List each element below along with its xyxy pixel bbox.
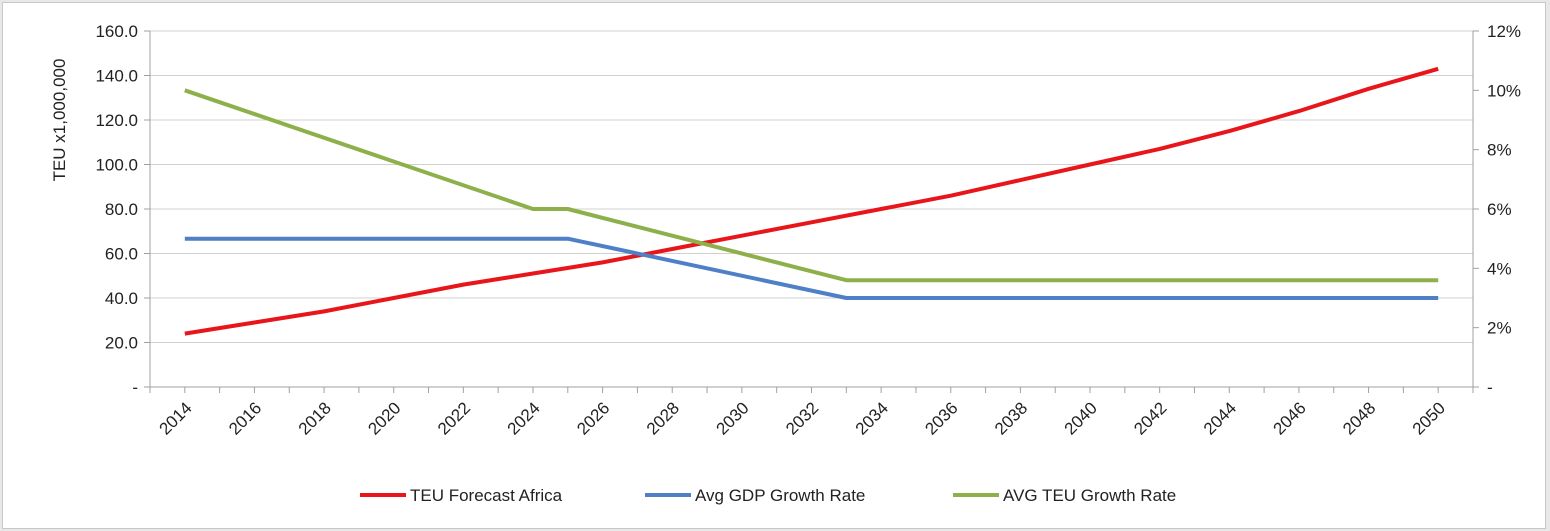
legend-label: TEU Forecast Africa bbox=[410, 486, 563, 505]
y-tick-label: 140.0 bbox=[95, 67, 138, 86]
y-tick-label: 80.0 bbox=[105, 200, 138, 219]
x-tick-label: 2050 bbox=[1409, 398, 1449, 438]
x-tick-label: 2038 bbox=[991, 398, 1031, 438]
series-line bbox=[184, 236, 1439, 300]
y2-tick-label: 10% bbox=[1487, 81, 1521, 100]
series-line bbox=[184, 66, 1439, 336]
y-tick-label: 60.0 bbox=[105, 245, 138, 264]
x-tick-label: 2030 bbox=[713, 398, 753, 438]
y-tick-label: 160.0 bbox=[95, 22, 138, 41]
x-tick-label: 2044 bbox=[1200, 398, 1240, 438]
legend: TEU Forecast Africa Avg GDP Growth Rate AV… bbox=[360, 486, 1176, 505]
x-tick-label: 2034 bbox=[852, 398, 892, 438]
x-tick-label: 2042 bbox=[1130, 398, 1170, 438]
x-tick-label: 2016 bbox=[225, 398, 265, 438]
y2-tick-label: 4% bbox=[1487, 259, 1512, 278]
y-tick-label: 120.0 bbox=[95, 111, 138, 130]
y-axis-label: TEU x1,000,000 bbox=[50, 59, 69, 182]
x-tick-label: 2014 bbox=[155, 398, 195, 438]
legend-label: AVG TEU Growth Rate bbox=[1003, 486, 1176, 505]
x-tick-label: 2036 bbox=[921, 398, 961, 438]
x-tick-label: 2048 bbox=[1339, 398, 1379, 438]
series-lines bbox=[184, 66, 1439, 336]
y2-tick-label: 2% bbox=[1487, 319, 1512, 338]
x-tick-label: 2018 bbox=[295, 398, 335, 438]
x-tick-label: 2046 bbox=[1270, 398, 1310, 438]
tick-labels: - 20.0 40.0 60.0 80.0 100.0 120.0 140.0 160.0 - 2%… bbox=[95, 22, 1521, 439]
x-tick-label: 2024 bbox=[504, 398, 544, 438]
y2-tick-label: 8% bbox=[1487, 141, 1512, 160]
y-tick-label: 40.0 bbox=[105, 289, 138, 308]
y-tick-label: 100.0 bbox=[95, 156, 138, 175]
x-tick-label: 2028 bbox=[643, 398, 683, 438]
y2-tick-label: - bbox=[1487, 378, 1493, 397]
y-tick-label: 20.0 bbox=[105, 334, 138, 353]
x-tick-label: 2040 bbox=[1061, 398, 1101, 438]
x-tick-label: 2022 bbox=[434, 398, 474, 438]
x-tick-label: 2020 bbox=[364, 398, 404, 438]
axes bbox=[144, 30, 1479, 393]
y2-tick-label: 6% bbox=[1487, 200, 1512, 219]
gridlines bbox=[150, 30, 1473, 388]
x-tick-label: 2026 bbox=[573, 398, 613, 438]
y-tick-label: - bbox=[132, 378, 138, 397]
series-line bbox=[184, 88, 1439, 283]
x-tick-label: 2032 bbox=[782, 398, 822, 438]
y2-tick-label: 12% bbox=[1487, 22, 1521, 41]
legend-label: Avg GDP Growth Rate bbox=[695, 486, 865, 505]
